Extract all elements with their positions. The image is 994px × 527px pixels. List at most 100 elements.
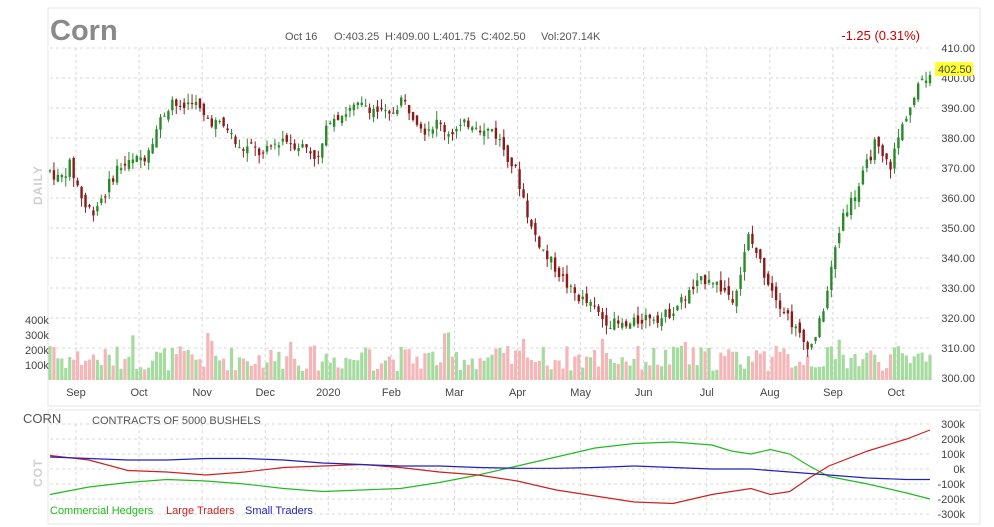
volume-bar [857,366,861,380]
bar-date: Oct 16 [285,31,317,43]
volume-bar [415,356,419,380]
volume-bar [72,359,76,380]
volume-bar [139,367,143,380]
candle-body [810,343,813,348]
volume-bar [174,354,178,380]
legend-large[interactable]: Large Traders [166,505,235,517]
candle-body [928,75,932,84]
candle-body [723,287,726,291]
candle-body [96,206,99,212]
legend-commercial[interactable]: Commercial Hedgers [50,505,154,517]
volume-bar [865,352,869,380]
candle-body [202,103,206,116]
candle-body [182,102,186,109]
candle-body [451,131,454,135]
price-tick-label: 390.00 [941,103,975,115]
candle-body [834,247,837,270]
date-tick-label: 2020 [316,387,340,399]
volume-bar [928,354,932,380]
candle-body [226,128,229,131]
candle-body [755,247,758,253]
volume-bar [817,366,822,380]
candle-body [853,197,857,202]
candle-body [553,257,557,272]
candle-body [467,120,470,128]
volume-bar [375,368,380,380]
candle-body [865,159,869,168]
volume-bar [723,355,727,380]
volume-bar [178,346,182,380]
candle-body [190,102,194,105]
cot-lines [49,429,931,505]
candle-body [419,123,423,129]
candle-body [68,159,71,177]
candle-body [881,145,884,157]
volume-bar [371,370,376,380]
volume-bar [87,359,92,380]
volume-bar [770,356,774,380]
volume-bar [340,368,344,380]
candle-body [107,178,111,193]
candle-body [415,115,419,125]
volume-bar [853,354,857,380]
candle-body [443,124,446,133]
volume-bar [466,364,470,380]
volume-tick-label: 300k [25,330,49,342]
candle-body [735,290,738,307]
candle-body [293,143,296,150]
candle-body [80,186,83,199]
candle-body [143,157,146,162]
volume-tick-label: 100k [25,360,49,372]
candle-body [502,137,506,150]
volume-bar [869,350,873,380]
volume-bar [387,356,391,380]
volume-bar [115,346,119,380]
candle-body [88,205,91,207]
candle-body [147,150,150,163]
candle-body [656,315,659,323]
volume-bar [754,350,758,380]
candle-body [786,310,790,314]
legend-small[interactable]: Small Traders [245,505,313,517]
volume-bar [833,359,837,380]
candle-body [565,273,569,288]
volume-bar [285,356,289,380]
candle-body [72,157,75,179]
volume-bar [786,354,790,380]
volume-bar [664,349,668,380]
volume-bar [277,351,281,380]
candle-body [455,128,458,132]
volume-bar [553,360,557,380]
volume-bar [304,368,309,380]
candle-body [218,121,221,123]
volume-bar [214,355,218,380]
volume-bar [210,340,214,380]
volume-bar [95,359,99,380]
volume-bar [395,370,399,380]
volume-bar [829,346,833,380]
candle-body [581,296,584,300]
volume-bar [498,347,502,380]
candle-body [482,130,486,137]
volume-bar [237,357,242,380]
candle-body [376,106,379,112]
volume-bar [731,351,735,380]
volume-bar [636,346,640,380]
candle-body [684,299,687,301]
candle-body [731,299,734,303]
date-tick-label: Nov [192,387,212,399]
candle-body [601,312,604,320]
candle-body [506,145,509,162]
candle-body [297,148,300,152]
volume-bar [841,354,845,380]
candle-body [770,283,774,291]
candle-body [920,78,924,81]
candle-body [380,107,383,110]
price-tick-label: 360.00 [941,193,975,205]
volume-bar [320,361,324,380]
candle-body [230,133,233,135]
volume-bar [225,370,230,380]
volume-bar [147,367,151,380]
candle-body [569,285,573,287]
